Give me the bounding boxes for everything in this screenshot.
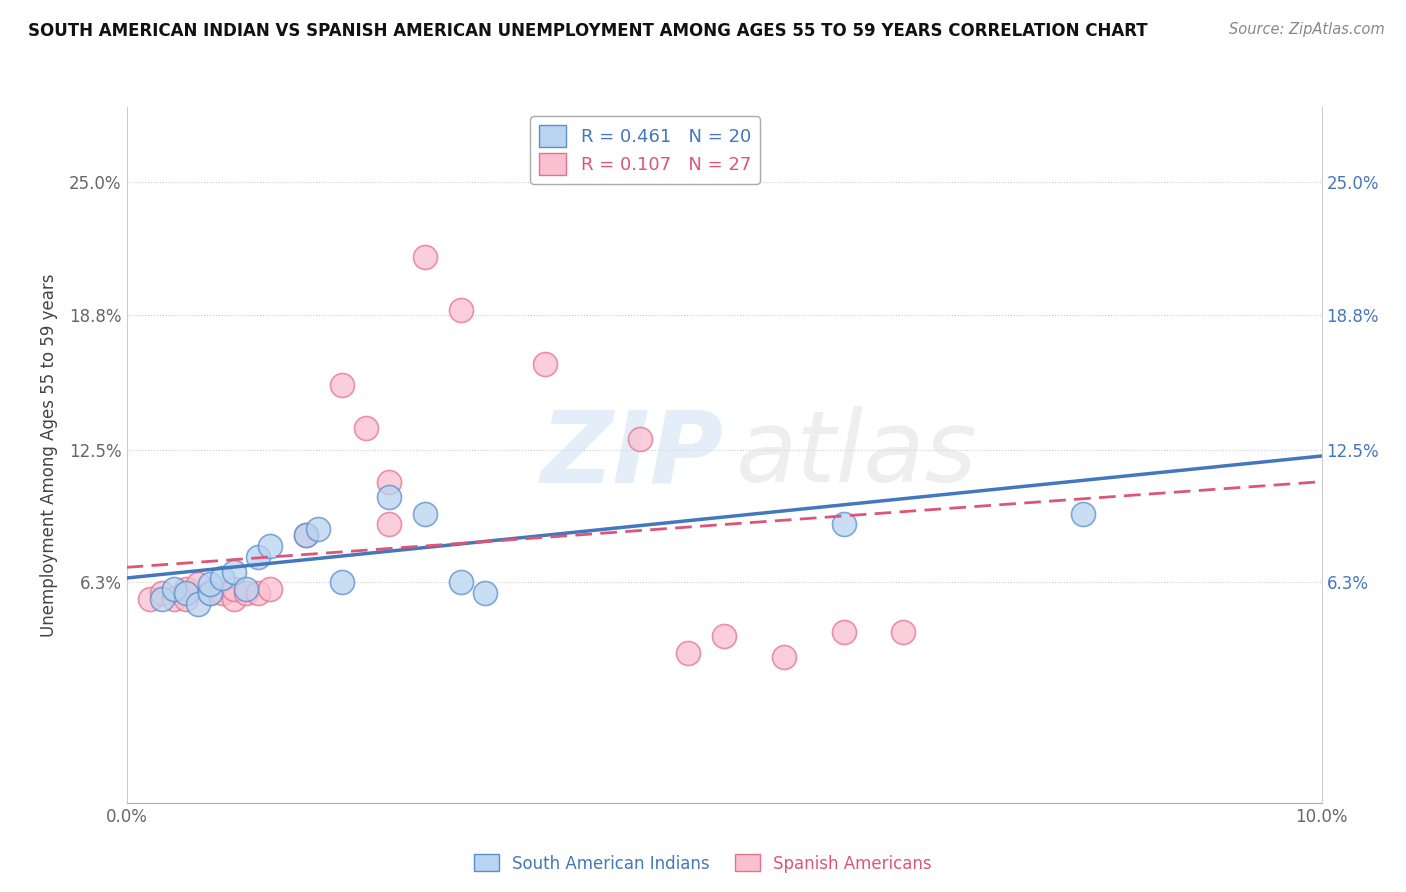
Point bbox=[534, 357, 557, 371]
Point bbox=[187, 597, 209, 611]
Point bbox=[415, 507, 437, 521]
Point bbox=[474, 586, 496, 600]
Point bbox=[259, 539, 281, 553]
Point bbox=[222, 565, 246, 579]
Text: Source: ZipAtlas.com: Source: ZipAtlas.com bbox=[1229, 22, 1385, 37]
Point bbox=[200, 586, 222, 600]
Point bbox=[294, 528, 316, 542]
Text: SOUTH AMERICAN INDIAN VS SPANISH AMERICAN UNEMPLOYMENT AMONG AGES 55 TO 59 YEARS: SOUTH AMERICAN INDIAN VS SPANISH AMERICA… bbox=[28, 22, 1147, 40]
Point bbox=[174, 582, 197, 596]
Legend: South American Indians, Spanish Americans: South American Indians, Spanish American… bbox=[467, 847, 939, 880]
Point bbox=[187, 577, 209, 591]
Point bbox=[222, 582, 246, 596]
Point bbox=[211, 571, 233, 585]
Y-axis label: Unemployment Among Ages 55 to 59 years: Unemployment Among Ages 55 to 59 years bbox=[39, 273, 58, 637]
Point bbox=[200, 577, 222, 591]
Point bbox=[628, 432, 651, 446]
Point bbox=[200, 586, 222, 600]
Point bbox=[247, 549, 270, 564]
Point bbox=[211, 586, 233, 600]
Text: atlas: atlas bbox=[737, 407, 977, 503]
Point bbox=[294, 528, 316, 542]
Point bbox=[378, 490, 401, 504]
Point bbox=[152, 592, 174, 607]
Point bbox=[450, 575, 472, 590]
Point bbox=[415, 250, 437, 264]
Point bbox=[152, 586, 174, 600]
Text: ZIP: ZIP bbox=[541, 407, 724, 503]
Point bbox=[678, 646, 700, 660]
Point bbox=[163, 592, 186, 607]
Point bbox=[330, 378, 353, 392]
Point bbox=[174, 592, 197, 607]
Point bbox=[832, 624, 855, 639]
Point bbox=[713, 629, 735, 643]
Point bbox=[163, 582, 186, 596]
Point bbox=[330, 575, 353, 590]
Point bbox=[832, 517, 855, 532]
Point bbox=[235, 582, 257, 596]
Point bbox=[307, 522, 329, 536]
Point bbox=[378, 517, 401, 532]
Point bbox=[259, 582, 281, 596]
Point bbox=[222, 592, 246, 607]
Point bbox=[450, 303, 472, 318]
Point bbox=[174, 586, 197, 600]
Point bbox=[1071, 507, 1094, 521]
Point bbox=[354, 421, 377, 435]
Point bbox=[235, 586, 257, 600]
Point bbox=[893, 624, 915, 639]
Point bbox=[773, 650, 796, 665]
Point bbox=[139, 592, 162, 607]
Point bbox=[378, 475, 401, 489]
Legend: R = 0.461   N = 20, R = 0.107   N = 27: R = 0.461 N = 20, R = 0.107 N = 27 bbox=[530, 116, 759, 184]
Point bbox=[247, 586, 270, 600]
